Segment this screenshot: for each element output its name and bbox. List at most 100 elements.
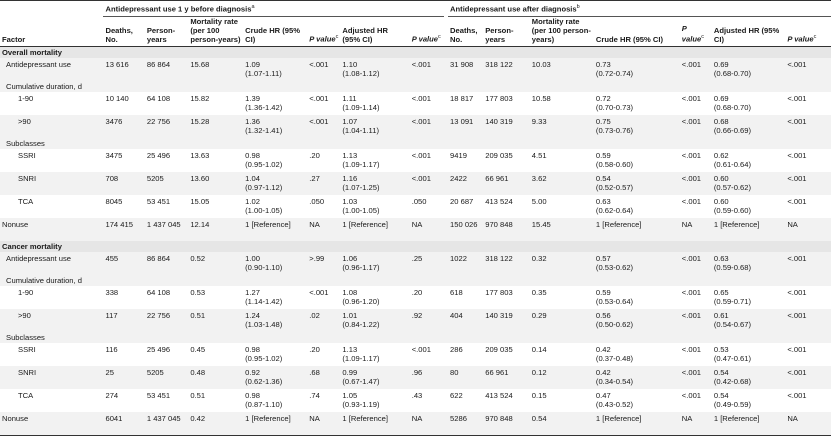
hr-ci: (0.72-0.74) bbox=[595, 69, 634, 78]
hr-value: 0.69 bbox=[713, 94, 729, 103]
mortality-rate-cell: 9.33 bbox=[529, 115, 594, 138]
hr-value: 1.24 bbox=[245, 311, 260, 320]
p-value-cell: <.001 bbox=[679, 366, 712, 389]
crude-hr-cell: 0.98 (0.95-1.02) bbox=[243, 343, 307, 366]
subgroup-label: Cumulative duration, d bbox=[0, 81, 831, 92]
p-value-cell: <.001 bbox=[785, 58, 831, 81]
p-value-cell: <.001 bbox=[679, 58, 712, 81]
hr-value: 0.73 bbox=[595, 60, 611, 69]
p-value-cell: .68 bbox=[307, 366, 341, 389]
table-row: TCA 8045 53 451 15.05 1.02 (1.00-1.05) .050 1.0… bbox=[0, 195, 831, 218]
adjusted-hr-cell: 1.01 (0.84-1.22) bbox=[340, 309, 410, 332]
deaths-cell: 6041 bbox=[103, 412, 145, 436]
person-years-cell: 318 122 bbox=[483, 252, 530, 275]
p-value-cell: NA bbox=[409, 218, 444, 241]
p-value-cell: <.001 bbox=[785, 172, 831, 195]
table-row: SSRI 116 25 496 0.45 0.98 (0.95-1.02) .20 1.13(… bbox=[0, 343, 831, 366]
hr-ci: (0.61-0.64) bbox=[713, 160, 752, 169]
mortality-rate-cell: 13.60 bbox=[188, 172, 244, 195]
adjusted-hr-cell: 0.60 (0.57-0.62) bbox=[711, 172, 786, 195]
table-row: SNRI 25 5205 0.48 0.92 (0.62-1.36) .68 0.99 (0.6… bbox=[0, 366, 831, 389]
adjusted-hr-cell: 0.68 (0.66-0.69) bbox=[711, 115, 786, 138]
deaths-cell: 117 bbox=[103, 309, 145, 332]
table-row: Nonuse 6041 1 437 045 0.42 1 [Reference] NA 1 … bbox=[0, 412, 831, 436]
section-header-row: Overall mortality bbox=[0, 46, 831, 58]
row-label: TCA bbox=[18, 391, 34, 400]
hr-ci: (0.42-0.68) bbox=[713, 377, 752, 386]
hr-ci: (0.95-1.02) bbox=[245, 160, 283, 169]
p-value-cell: >.99 bbox=[307, 252, 341, 275]
col-header-p-value: P valuec bbox=[785, 16, 831, 47]
deaths-cell: 20 687 bbox=[450, 197, 474, 206]
hr-ci: (0.50-0.62) bbox=[595, 320, 634, 329]
hr-value: 0.56 bbox=[595, 311, 611, 320]
column-gap bbox=[443, 412, 449, 436]
hr-ci: (0.84-1.22) bbox=[342, 320, 380, 329]
hr-value: 0.65 bbox=[713, 288, 729, 297]
crude-hr-cell: 1 [Reference] bbox=[243, 218, 308, 241]
hr-value: 1 [Reference] bbox=[245, 220, 291, 229]
hr-value: 1 [Reference] bbox=[342, 220, 388, 229]
crude-hr-cell: 1.00 (0.90-1.10) bbox=[243, 252, 308, 275]
crude-hr-cell: 0.72 (0.70-0.73) bbox=[594, 92, 680, 115]
hr-ci: (1.32-1.41) bbox=[245, 126, 283, 135]
crude-hr-cell: 1.04 (0.97-1.12) bbox=[243, 172, 308, 195]
p-value-cell: <.001 bbox=[681, 288, 702, 297]
hr-value: 1 [Reference] bbox=[245, 414, 291, 423]
adjusted-hr-cell: 0.53 (0.47-0.61) bbox=[712, 343, 785, 366]
col-header-adjusted-hr: Adjusted HR (95% CI) bbox=[340, 16, 410, 47]
deaths-cell: 150 026 bbox=[448, 218, 484, 241]
hr-value: 1.06 bbox=[342, 254, 358, 263]
p-value-cell: .92 bbox=[409, 309, 444, 332]
p-value-cell: .050 bbox=[309, 197, 325, 206]
person-years-cell: 5205 bbox=[144, 366, 189, 389]
hr-value: 0.62 bbox=[713, 151, 729, 160]
person-years-cell: 25 496 bbox=[146, 151, 171, 160]
hr-ci: (0.59-0.60) bbox=[713, 206, 752, 215]
adjusted-hr-cell: 1.13 (1.09-1.17) bbox=[340, 343, 409, 366]
mortality-rate-cell: 4.51 bbox=[531, 151, 547, 160]
table-row: Antidepressant use 13 616 86 864 15.68 1.09(… bbox=[0, 58, 831, 81]
person-years-cell: 140 319 bbox=[483, 115, 530, 138]
p-value-cell: <.001 bbox=[679, 115, 712, 138]
deaths-cell: 5286 bbox=[448, 412, 484, 436]
deaths-cell: 708 bbox=[103, 172, 145, 195]
mortality-table: Antidepressant use 1 y before diagnosisa… bbox=[0, 0, 831, 436]
hr-ci: (0.68-0.70) bbox=[713, 69, 752, 78]
mortality-rate-cell: 0.42 bbox=[188, 412, 244, 436]
deaths-cell: 338 bbox=[105, 288, 119, 297]
column-gap bbox=[443, 172, 449, 195]
col-header-mortality: Mortality rate (per 100 person-years) bbox=[529, 16, 594, 47]
hr-value: 1.10 bbox=[342, 60, 358, 69]
row-label: Nonuse bbox=[0, 218, 104, 241]
hr-value: 0.98 bbox=[245, 345, 260, 354]
col-header-adjusted-hr: Adjusted HR (95% CI) bbox=[711, 16, 786, 47]
p-value-cell: <.001 bbox=[681, 345, 702, 354]
person-years-cell: 209 035 bbox=[485, 151, 513, 160]
hr-value: 0.98 bbox=[245, 151, 260, 160]
hr-value: 1.39 bbox=[245, 94, 260, 103]
col-header-person-years: Person-years bbox=[483, 16, 530, 47]
deaths-cell: 1022 bbox=[448, 252, 484, 275]
hr-value: 0.63 bbox=[713, 254, 729, 263]
hr-ci: (0.96-1.20) bbox=[342, 297, 380, 306]
deaths-cell: 274 bbox=[105, 391, 119, 400]
mortality-rate-cell: 0.54 bbox=[529, 412, 594, 436]
mortality-rate-cell: 15.68 bbox=[188, 58, 244, 81]
crude-hr-cell: 1 [Reference] bbox=[593, 218, 680, 241]
crude-hr-cell: 1 [Reference] bbox=[593, 412, 680, 436]
hr-ci: (1.09-1.17) bbox=[342, 354, 380, 363]
p-value-cell: NA bbox=[679, 218, 712, 241]
hr-ci: (0.52-0.57) bbox=[595, 183, 634, 192]
hr-value: 0.98 bbox=[245, 391, 260, 400]
adjusted-hr-cell: 1.11 (1.09-1.14) bbox=[340, 92, 409, 115]
hr-value: 1.27 bbox=[245, 288, 260, 297]
hr-value: 0.60 bbox=[713, 197, 729, 206]
col-header-p-value: P valuec bbox=[409, 16, 444, 47]
crude-hr-cell: 1.02 (1.00-1.05) bbox=[243, 195, 307, 218]
person-years-cell: 318 122 bbox=[483, 58, 530, 81]
p-value-cell: .74 bbox=[309, 391, 320, 400]
crude-hr-cell: 0.73 (0.72-0.74) bbox=[593, 58, 680, 81]
table-row: 1-90 10 140 64 108 15.82 1.39 (1.36-1.42) <.00… bbox=[0, 92, 831, 115]
hr-value: 0.42 bbox=[595, 368, 611, 377]
